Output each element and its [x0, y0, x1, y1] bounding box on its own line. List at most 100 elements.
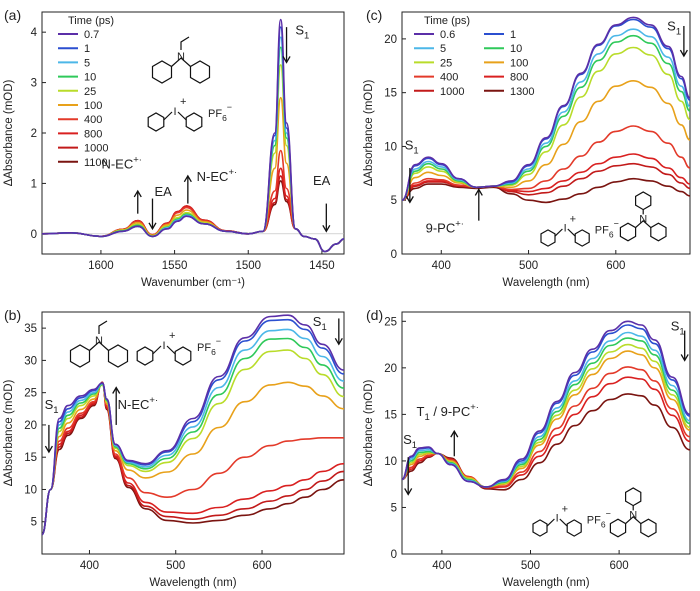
annot-t1-9pc-main: T [417, 404, 425, 419]
annot-nec-1-sup: +· [133, 154, 142, 165]
arrow-nec-2-head [183, 174, 192, 183]
y-tick-label-2: 10 [384, 141, 397, 153]
mol-c-iodonium-bond-l [554, 228, 563, 237]
mol-a-iodonium-ring-right [185, 112, 203, 132]
mol-b-iodonium-pf6-sub: 6 [211, 347, 216, 357]
y-tick-label-0: 0 [391, 549, 397, 561]
series-line-1 [402, 18, 690, 201]
mol-b-iodonium-pf6: PF6− [197, 336, 221, 357]
annot-nec-1: N-EC+· [101, 154, 142, 171]
x-tick-label-0: 1600 [88, 260, 114, 272]
annot-ea-1-main: EA [154, 184, 172, 199]
x-tick-label-2: 600 [252, 560, 271, 572]
y-tick-label-2: 15 [24, 452, 37, 464]
y-tick-label-1: 1 [31, 178, 37, 190]
mol-d-iodonium-i-label: I [556, 513, 559, 525]
y-axis-title: ΔAbsorbance (mOD) [3, 379, 15, 486]
mol-d-iodonium-ring-right [566, 519, 582, 537]
panel-label: (a) [4, 7, 21, 23]
mol-c-iodonium-pf6-sub: 6 [609, 230, 614, 240]
y-tick-label-2: 2 [31, 128, 37, 140]
legend-label-10: 10 [84, 72, 96, 84]
legend-label-1300: 1300 [510, 86, 534, 98]
panel-label: (c) [366, 7, 382, 23]
y-tick-label-5: 25 [384, 316, 397, 328]
annot-s1-right-main: S [313, 314, 322, 329]
mol-a-iodonium-pf6-main: PF [208, 108, 222, 120]
mol-d-phenylcarbazole-n-label: N [629, 509, 637, 521]
legend-label-800: 800 [510, 72, 528, 84]
annot-nec-main: N-EC [118, 397, 150, 412]
arrow-s1-head [282, 56, 291, 64]
arrow-s1-left-head [44, 445, 53, 454]
annot-s1-right-main: S [671, 319, 680, 334]
annot-s1-left-main: S [405, 138, 414, 153]
series-line-25 [402, 46, 690, 201]
series-line-s6 [42, 381, 344, 536]
mol-c-iodonium-plus: + [570, 214, 576, 226]
annot-s1-right-main: S [667, 18, 676, 33]
y-tick-label-4: 20 [384, 363, 397, 375]
mol-a-iodonium-pf6: PF6− [208, 102, 232, 123]
annot-s1-right-sub: 1 [321, 322, 326, 333]
annot-t1-9pc-sub: 1 [424, 412, 429, 423]
y-tick-label-3: 3 [31, 78, 37, 90]
series-line-s3 [402, 331, 690, 488]
legend-label-1: 1 [510, 29, 516, 41]
mol-c-phenylcarbazole-phenyl [635, 191, 652, 211]
mol-b-iodonium-bond-l [152, 345, 162, 355]
annot-9pc-sup: +· [455, 218, 464, 229]
mol-a-iodonium-ring-left [147, 112, 165, 132]
series-line-s10 [42, 381, 344, 536]
legend-label-10: 10 [510, 43, 522, 55]
y-tick-label-3: 15 [384, 409, 397, 421]
x-tick-label-1: 500 [166, 560, 185, 572]
annot-s1-left-main: S [45, 397, 54, 412]
panel-a: 1600 1550 1500 1450 0 1 2 3 4 Wavenumber (cm⁻¹) ΔA… [3, 7, 345, 289]
mol-b-ethylcarbazole-ethyl [98, 320, 108, 334]
series-line-s9 [402, 393, 690, 491]
annot-s1-left-sub: 1 [413, 146, 418, 157]
series-group [402, 320, 690, 491]
series-line-s9 [42, 381, 344, 536]
series-line-1300 [402, 177, 690, 204]
x-tick-label-1: 1550 [162, 260, 188, 272]
mol-d-phenylcarbazole-ring-left [609, 518, 627, 538]
y-tick-label-1: 5 [391, 195, 397, 207]
mol-b-ethylcarbazole-pyrrole [89, 341, 109, 351]
mol-b-iodonium-pf6-main: PF [197, 342, 211, 354]
y-tick-label-4: 25 [24, 388, 37, 400]
legend-title: Time (ps) [424, 15, 470, 27]
mol-a-iodonium-pf6-sup: − [227, 102, 232, 112]
plot-frame [41, 311, 345, 555]
series-line-s1 [402, 320, 690, 488]
y-tick-label-3: 15 [384, 88, 397, 100]
series-line-1000 [402, 162, 690, 201]
arrow-9pc-head [474, 188, 483, 196]
series-line-s7 [42, 382, 344, 536]
mol-d-iodonium-pf6: PF6− [587, 509, 611, 530]
series-line-800 [402, 153, 690, 201]
legend-label-100: 100 [84, 100, 102, 112]
annot-t1-9pc-rest: / 9-PC [430, 404, 470, 419]
mol-b-iodonium-ring-left [136, 346, 154, 366]
mol-b-iodonium-bond-r [166, 345, 176, 355]
series-line-s1 [42, 314, 344, 536]
mol-c-iodonium-ring-right [574, 229, 590, 247]
plot-frame [401, 311, 691, 555]
mol-c-iodonium-bond-r [567, 228, 576, 237]
x-tick-label-1: 500 [519, 260, 538, 272]
y-tick-label-2: 10 [384, 456, 397, 468]
x-axis-title: Wavelength (nm) [502, 577, 589, 589]
y-axis-title: ΔAbsorbance (mOD) [363, 79, 375, 186]
mol-d-iodonium-ring-left [532, 519, 548, 537]
annot-s1-sub: 1 [304, 31, 309, 42]
annot-s1-left-sub: 1 [53, 405, 58, 416]
mol-c-iodonium-pf6-sup: − [614, 219, 619, 229]
mol-d-phenylcarbazole-phenyl [625, 487, 642, 507]
plot-frame [401, 11, 691, 255]
mol-d-iodonium-pf6-main: PF [587, 515, 601, 527]
annot-ea-2: EA [313, 173, 331, 188]
legend-label-0.7: 0.7 [84, 29, 99, 41]
mol-a-ethylcarbazole-ring-right [189, 60, 211, 84]
